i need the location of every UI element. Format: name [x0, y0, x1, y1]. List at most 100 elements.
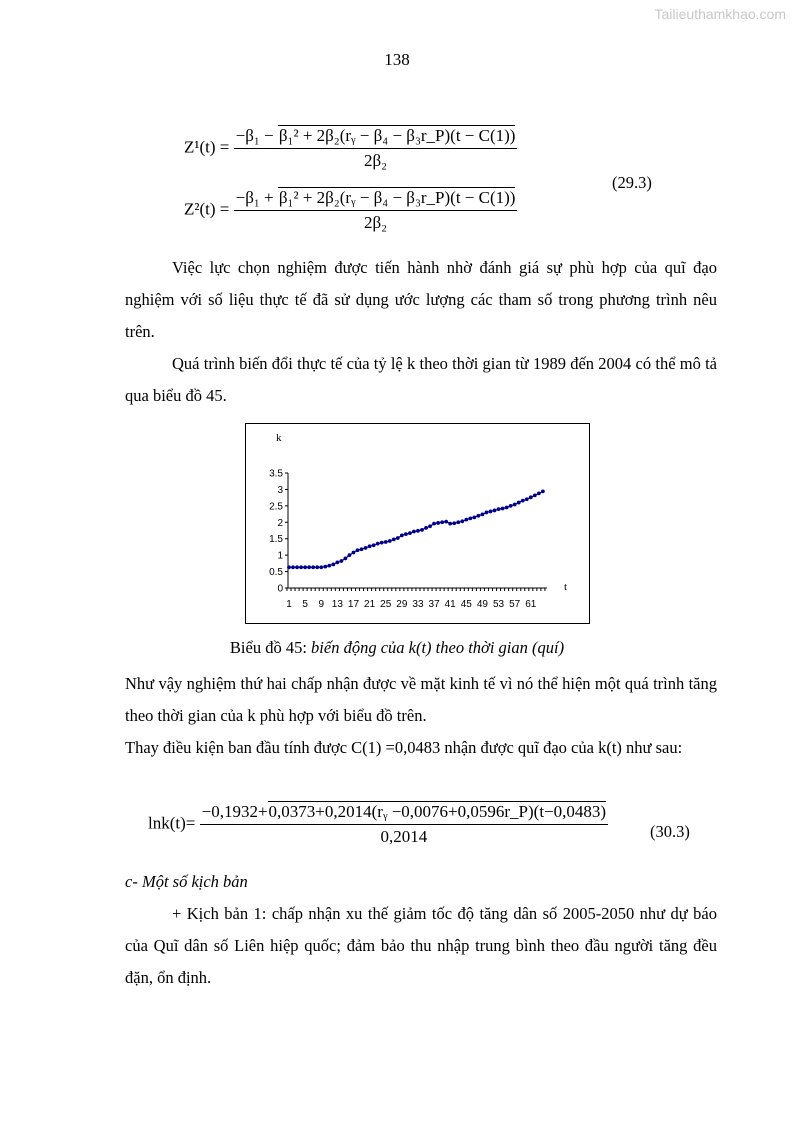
x-tick-label: 45 [461, 599, 473, 610]
data-point [371, 543, 376, 548]
data-point [339, 559, 344, 563]
x-axis-label: t [564, 581, 567, 593]
eq-num: −β₁ + [235, 188, 278, 207]
eq-num: −0,1932+ [201, 802, 268, 821]
data-point [472, 515, 477, 520]
x-tick-label: 29 [396, 599, 408, 610]
x-tick-label: 1 [286, 599, 292, 610]
y-axis-label: k [276, 432, 282, 444]
paragraph: Việc lực chọn nghiệm được tiến hành nhờ … [125, 258, 717, 341]
data-point [335, 560, 340, 565]
data-point [363, 546, 368, 550]
data-point [383, 540, 388, 544]
data-point [500, 506, 505, 511]
eq-num: −β₁ − [235, 126, 278, 145]
x-tick-label: 9 [318, 599, 324, 610]
data-point [355, 548, 360, 553]
data-point [327, 563, 332, 568]
eq-lhs: Z¹(t) = [184, 137, 230, 157]
data-point [387, 539, 392, 543]
data-point [391, 537, 396, 542]
x-tick-label: 25 [380, 599, 392, 610]
data-point [468, 516, 473, 521]
x-tick-label: 13 [332, 599, 344, 610]
eq-den: 2β₂ [364, 151, 388, 170]
data-point [315, 565, 320, 570]
chart-caption: Biểu đồ 45: biến động của k(t) theo thời… [0, 638, 794, 658]
data-point [436, 521, 441, 525]
data-point [512, 502, 517, 507]
data-point [408, 531, 412, 536]
data-point [452, 521, 457, 526]
data-point [432, 521, 436, 526]
paragraph: Thay điều kiện ban đầu tính được C(1) =0… [125, 738, 683, 757]
data-point [359, 547, 364, 552]
data-point [524, 497, 529, 502]
data-point [367, 544, 372, 549]
paragraph: Như vậy nghiệm thứ hai chấp nhận được về… [125, 674, 717, 725]
data-point [536, 491, 541, 496]
data-point [331, 562, 336, 567]
data-point [287, 565, 291, 570]
data-point [520, 498, 525, 503]
series-line [289, 490, 544, 568]
section-heading: c- Một số kịch bản [125, 872, 248, 891]
data-point [484, 510, 489, 515]
data-point [412, 529, 416, 534]
paragraph: + Kịch bản 1: chấp nhận xu thế giảm tốc … [125, 904, 717, 987]
x-tick-label: 57 [509, 599, 521, 610]
data-point [311, 565, 316, 570]
equation-number: (30.3) [650, 822, 690, 841]
data-point [488, 509, 493, 514]
data-point [476, 513, 481, 518]
data-point [528, 495, 533, 500]
data-point [379, 540, 384, 545]
x-tick-label: 61 [525, 599, 537, 610]
data-point [307, 565, 312, 570]
data-point [303, 565, 308, 570]
x-tick-label: 53 [493, 599, 505, 610]
data-point [492, 508, 497, 513]
equation-z2: Z²(t) = −β₁ + β₁² + 2β₂(rᵧ − β₄ − β₃r_P)… [184, 187, 518, 233]
eq-sqrt: β₁² + 2β₂(rᵧ − β₄ − β₃r_P)(t − C(1)) [277, 125, 516, 145]
y-tick-label: 0.5 [269, 567, 283, 578]
y-tick-label: 3.5 [269, 469, 283, 480]
x-tick-label: 5 [302, 599, 308, 610]
data-point [416, 528, 420, 533]
data-point [540, 489, 545, 494]
x-tick-label: 17 [348, 599, 360, 610]
x-tick-label: 37 [429, 599, 441, 610]
data-point [347, 553, 352, 558]
y-tick-label: 1.5 [269, 534, 283, 545]
chart-svg: 00.511.522.533.51 5 9 13 17 21 25 29 33 37 41 45 49 5… [269, 432, 567, 610]
eq-den: 2β₂ [364, 213, 388, 232]
x-tick-label: 21 [364, 599, 376, 610]
y-tick-label: 3 [277, 485, 283, 496]
data-point [480, 512, 485, 517]
x-tick-label: 33 [412, 599, 424, 610]
equation-number: (29.3) [612, 173, 652, 192]
page-number: 138 [384, 50, 410, 69]
data-point [448, 521, 453, 526]
x-tick-label: 41 [445, 599, 457, 610]
eq-sqrt: β₁² + 2β₂(rᵧ − β₄ − β₃r_P)(t − C(1)) [277, 187, 516, 207]
data-point [291, 565, 295, 570]
data-point [464, 517, 469, 522]
data-point [395, 536, 400, 540]
data-point [424, 525, 428, 530]
data-point [516, 500, 521, 505]
caption-title: biến động của k(t) theo thời gian (quí) [311, 638, 565, 657]
data-point [504, 505, 509, 510]
data-point [456, 520, 461, 525]
data-point [460, 519, 465, 524]
equation-z1: Z¹(t) = −β₁ − β₁² + 2β₂(rᵧ − β₄ − β₃r_P)… [184, 125, 518, 171]
chart: 0 0.5 1 1.5 2 2.5 3 3.5 1 5 9 13 17 21 25 29 33 37 41 45 49 5… [245, 423, 590, 624]
data-point [508, 503, 513, 508]
data-point [299, 565, 303, 570]
equation-lnk: lnk(t)= −0,1932+0,0373+0,2014(rᵧ −0,0076… [148, 801, 609, 847]
data-point [496, 507, 501, 512]
y-tick-label: 0 [277, 584, 283, 595]
y-tick-label: 2.5 [269, 501, 283, 512]
data-point [295, 565, 299, 570]
